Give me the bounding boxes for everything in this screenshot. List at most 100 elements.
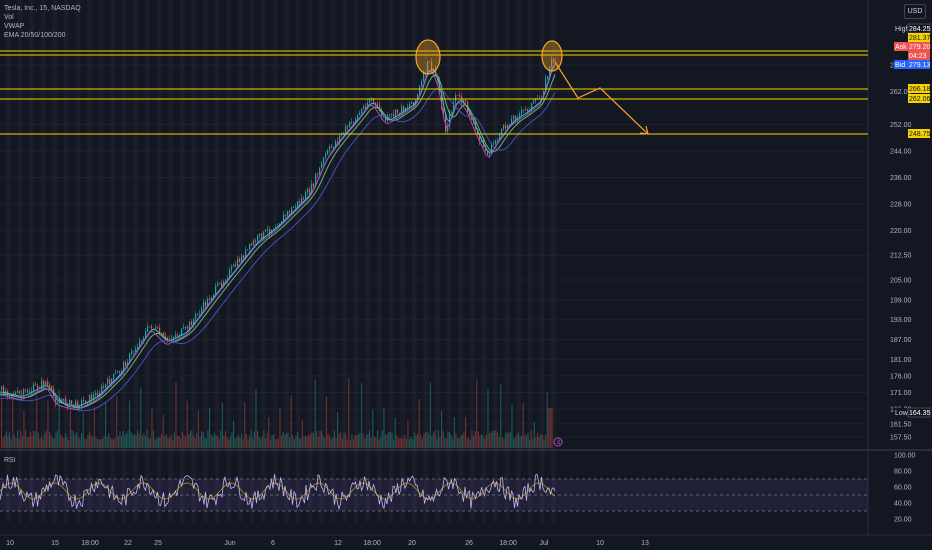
volume-badge-text: 4: [557, 440, 561, 447]
candle-body: [41, 380, 43, 389]
volume-bar: [457, 437, 459, 448]
volume-bar: [58, 389, 60, 448]
session-stripe: [87, 0, 92, 522]
volume-bar: [337, 412, 339, 448]
volume-bar: [324, 438, 326, 448]
session-stripe: [29, 0, 34, 522]
candle-body: [135, 348, 137, 352]
volume-bar: [258, 436, 260, 448]
candle-body: [373, 98, 375, 103]
session-stripe: [191, 0, 197, 522]
candle-body: [257, 235, 259, 242]
volume-bar: [101, 438, 103, 448]
volume-bars: [1, 378, 553, 448]
candle-body: [123, 362, 125, 371]
volume-bar: [167, 438, 169, 448]
volume-bar: [146, 430, 148, 448]
ema-20-line: [0, 64, 556, 407]
volume-bar: [73, 431, 75, 448]
volume-bar: [385, 434, 387, 448]
symbol-title[interactable]: Tesla, Inc., 15, NASDAQ: [4, 5, 81, 12]
volume-bar: [292, 435, 294, 448]
candle-body: [107, 379, 109, 384]
volume-bar: [74, 435, 76, 448]
volume-bar: [257, 430, 259, 448]
volume-bar: [159, 436, 161, 448]
price-tick-label: 193.00: [890, 317, 912, 324]
volume-bar: [103, 435, 105, 448]
volume-bar: [377, 430, 379, 448]
volume-bar: [169, 437, 171, 448]
volume-bar: [418, 399, 420, 448]
legend-vol[interactable]: Vol: [4, 14, 14, 21]
volume-bar: [130, 432, 132, 448]
candle-body: [141, 340, 143, 342]
session-stripe: [412, 0, 417, 522]
candle-body: [117, 371, 119, 373]
candle-body: [191, 321, 193, 326]
volume-bar: [476, 379, 478, 448]
volume-bar: [351, 434, 353, 448]
candle-body: [351, 121, 353, 123]
volume-bar: [138, 433, 140, 448]
volume-bar: [423, 433, 425, 448]
volume-bar: [469, 439, 471, 448]
candle-body: [399, 112, 401, 114]
volume-bar: [281, 435, 283, 448]
currency-button[interactable]: USD: [904, 4, 926, 19]
volume-bar: [317, 436, 319, 448]
price-tag-high: High 284.25: [894, 23, 931, 34]
price-tag-label-bg: [894, 42, 908, 51]
candle-body: [25, 389, 27, 391]
legend-ema[interactable]: EMA 20/50/100/200: [4, 32, 66, 39]
candle-body: [503, 125, 505, 129]
candle-body: [431, 62, 433, 71]
candle-body: [429, 61, 431, 63]
volume-bar: [487, 388, 489, 448]
candle-body: [21, 393, 23, 395]
volume-bar: [290, 395, 292, 448]
candle-body: [423, 72, 425, 81]
price-tick-label: 157.50: [890, 435, 912, 442]
candle-body: [417, 94, 419, 101]
session-stripe: [377, 0, 382, 522]
legend-vwap[interactable]: VWAP: [4, 23, 25, 30]
volume-bar: [220, 430, 222, 448]
volume-bar: [132, 434, 134, 448]
candle-body: [359, 112, 361, 115]
session-stripe: [551, 0, 556, 522]
session-stripe: [64, 0, 69, 522]
rsi-tick-label: 60.00: [894, 485, 912, 492]
candle-body: [349, 121, 351, 128]
candle-body: [509, 124, 511, 126]
volume-bar: [367, 434, 369, 448]
volume-bar: [397, 438, 399, 448]
volume-bar: [175, 382, 177, 448]
volume-bar: [68, 439, 70, 448]
candle-body: [145, 331, 147, 338]
price-tick-label: 187.00: [890, 337, 912, 344]
volume-bar: [404, 435, 406, 448]
candle-body: [11, 394, 13, 396]
price-tag-label: Ask: [895, 44, 907, 51]
candle-body: [245, 249, 247, 259]
price-tag-value: 262.06: [909, 96, 931, 103]
volume-bar: [449, 431, 451, 448]
volume-bar: [250, 430, 252, 448]
candle-body: [79, 406, 81, 408]
candle-body: [27, 390, 29, 393]
candle-body: [551, 58, 553, 67]
candle-body: [69, 400, 71, 407]
candle-body: [281, 221, 283, 224]
volume-bar: [353, 438, 355, 448]
volume-bar: [524, 435, 526, 448]
candle-body: [525, 108, 527, 110]
price-tag-bg: [907, 407, 931, 418]
session-stripe: [481, 0, 487, 522]
volume-bar: [106, 436, 108, 448]
volume-bar: [148, 438, 150, 448]
volume-bar: [399, 437, 401, 448]
volume-bar: [277, 438, 279, 448]
candle-body: [347, 126, 349, 128]
